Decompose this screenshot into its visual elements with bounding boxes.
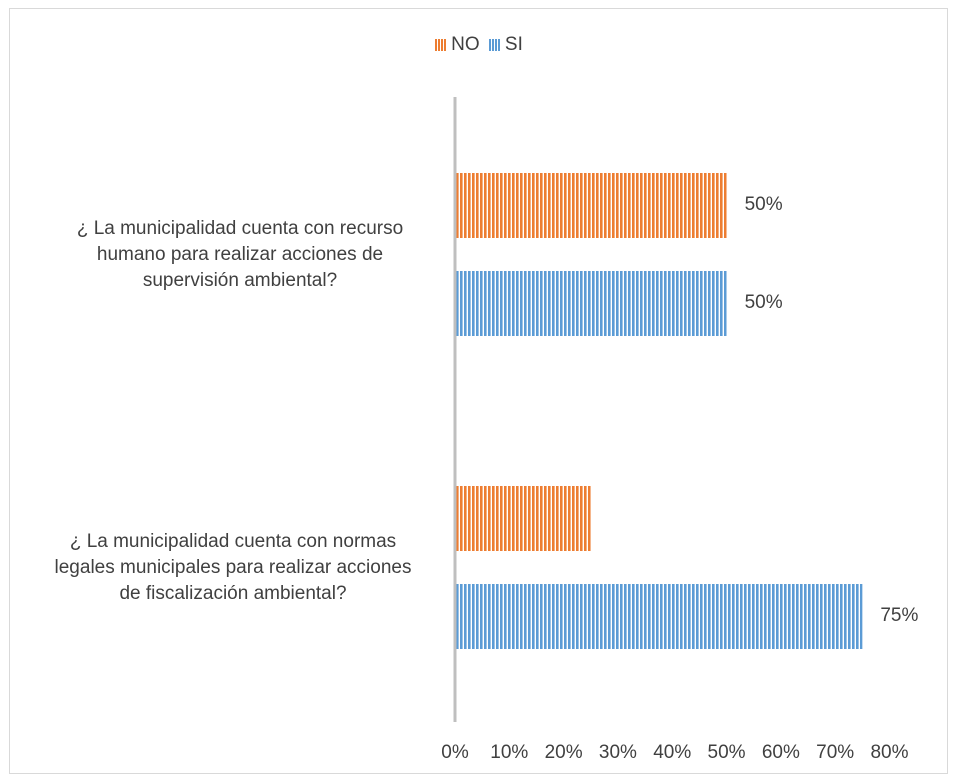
legend-item-si: SI [488,34,523,56]
legend-label-no: NO [451,34,480,55]
bar-si-0 [455,271,727,336]
legend-swatch-no [435,39,448,51]
x-tick-label: 0% [441,742,469,763]
bar-no-1 [455,486,591,551]
x-tick-label: 80% [870,742,909,763]
x-tick-label: 60% [761,742,800,763]
data-label: 50% [744,193,783,215]
bar-no-0 [455,173,727,238]
x-tick-label: 40% [653,742,692,763]
category-label: ¿ La municipalidad cuenta con normas leg… [33,529,433,607]
category-label-line: ¿ La municipalidad cuenta con recurso [76,218,404,239]
legend-label-si: SI [504,34,523,55]
data-label: 50% [744,291,783,313]
x-tick-label: 50% [707,742,746,763]
category-label-line: de fiscalización ambiental? [119,583,347,604]
data-label: 75% [880,604,919,626]
category-label-line: supervisión ambiental? [142,270,338,291]
bar-si-1 [455,584,863,649]
x-tick-label: 10% [490,742,529,763]
category-label-line: ¿ La municipalidad cuenta con normas [69,531,397,552]
legend-item-no: NO [435,34,480,56]
legend-swatch-si [488,39,501,51]
category-label: ¿ La municipalidad cuenta con recurso hu… [40,216,440,294]
legend: NO SI [0,34,958,57]
category-label-line: humano para realizar acciones de [96,244,384,265]
category-label-line: legales municipales para realizar accion… [54,557,412,578]
x-tick-label: 20% [544,742,583,763]
x-tick-label: 70% [816,742,855,763]
x-tick-label: 30% [598,742,637,763]
